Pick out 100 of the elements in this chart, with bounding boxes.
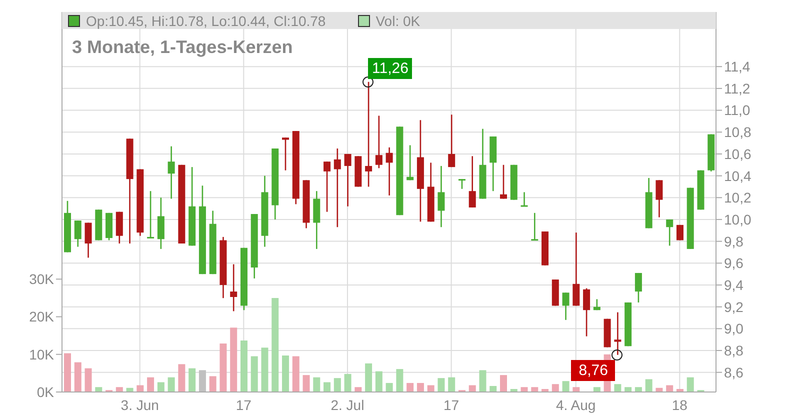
bar [354, 387, 362, 392]
bar [209, 376, 216, 392]
y2-tick-label: 0K [36, 384, 55, 400]
candlestick [230, 264, 238, 312]
y-tick-label: 10,4 [724, 168, 752, 184]
candlestick [468, 155, 476, 208]
bar [562, 381, 570, 392]
x-tick-label: 17 [236, 396, 252, 413]
candlestick [634, 272, 642, 304]
bar [74, 362, 82, 392]
y-tick-label: 10,0 [724, 211, 752, 228]
bar [136, 385, 144, 392]
bar [147, 377, 154, 392]
candlestick [438, 165, 445, 228]
candlestick [147, 190, 154, 239]
y2-tick-label: 20K [29, 308, 55, 325]
bar [375, 371, 382, 392]
x-tick-label: 17 [443, 396, 460, 413]
annotation: 11,26 [368, 58, 412, 79]
y-tick-label: 11,4 [724, 58, 750, 75]
bar [416, 382, 424, 392]
bar [500, 375, 507, 392]
bar [479, 370, 486, 392]
bar [157, 382, 164, 392]
bar [334, 378, 341, 392]
bar [572, 387, 580, 392]
y2-tick-label: 30K [29, 271, 55, 288]
y-tick-label: 10,8 [724, 124, 752, 140]
y-tick-label: 10,2 [724, 190, 752, 206]
candlestick [84, 222, 92, 258]
bar [313, 377, 320, 392]
bar [614, 384, 622, 392]
bar [95, 387, 102, 392]
bar [250, 356, 258, 392]
candlestick [157, 196, 164, 250]
candlestick [531, 212, 538, 241]
y-tick-label: 8,8 [724, 342, 744, 358]
candlestick [406, 144, 414, 181]
y-tick-label: 9,6 [724, 255, 744, 272]
bar [324, 382, 331, 392]
candlestick [500, 164, 507, 200]
bar [240, 340, 248, 392]
bar [272, 298, 279, 392]
bar [64, 353, 71, 392]
bar [686, 377, 694, 392]
y-tick-label: 10,6 [724, 146, 752, 162]
candlestick [666, 218, 674, 246]
candlestick [448, 114, 456, 168]
bar [531, 387, 538, 392]
bar [624, 387, 632, 392]
bar [386, 382, 393, 392]
bar [552, 384, 559, 392]
bar [198, 370, 206, 392]
candlestick [375, 115, 382, 169]
bar [645, 379, 652, 392]
candlestick [74, 220, 82, 248]
annotation: 8,76 [571, 360, 616, 381]
bar [438, 378, 445, 392]
annotation: Vol: 0K [376, 12, 420, 28]
candlestick [520, 192, 528, 208]
bar [84, 368, 92, 392]
bar [427, 385, 434, 392]
candlestick [614, 312, 622, 356]
y-tick-label: 9,2 [724, 298, 744, 315]
candlestick [168, 146, 175, 200]
candlestick [656, 180, 663, 218]
text: 3 Monate, 1-Tages-Kerzen [72, 37, 293, 58]
annotation: Op:10.45, Hi:10.78, Lo:10.44, Cl:10.78 [86, 12, 326, 28]
candlestick [458, 178, 466, 190]
bar [116, 387, 123, 392]
candlestick [344, 153, 352, 208]
bar [448, 377, 456, 392]
bar [188, 368, 196, 392]
y-tick-label: 9,8 [724, 233, 744, 250]
candlestick [386, 146, 393, 196]
x-tick-label: 18 [672, 396, 688, 413]
bar [292, 356, 300, 392]
bar [302, 375, 310, 392]
bar [593, 387, 600, 392]
bar [520, 387, 528, 392]
bar [344, 374, 352, 392]
bar [490, 386, 497, 392]
y-tick-label: 11,2 [724, 80, 750, 96]
bar [396, 369, 404, 392]
bar [261, 348, 268, 392]
bar [282, 356, 289, 392]
bar [220, 343, 227, 392]
bar [365, 363, 372, 392]
y-tick-label: 8,6 [724, 364, 744, 380]
candlestick [365, 81, 372, 188]
candlestick [324, 160, 331, 212]
bar [168, 377, 175, 392]
bar [178, 364, 186, 392]
candlestick [282, 136, 289, 171]
candlestick [562, 292, 570, 321]
x-tick-label: 4. Aug [556, 396, 596, 413]
bar [406, 382, 414, 392]
x-tick-label: 2. Jul [330, 396, 364, 413]
y-tick-label: 9,0 [724, 320, 744, 337]
y-tick-label: 9,4 [724, 276, 744, 293]
